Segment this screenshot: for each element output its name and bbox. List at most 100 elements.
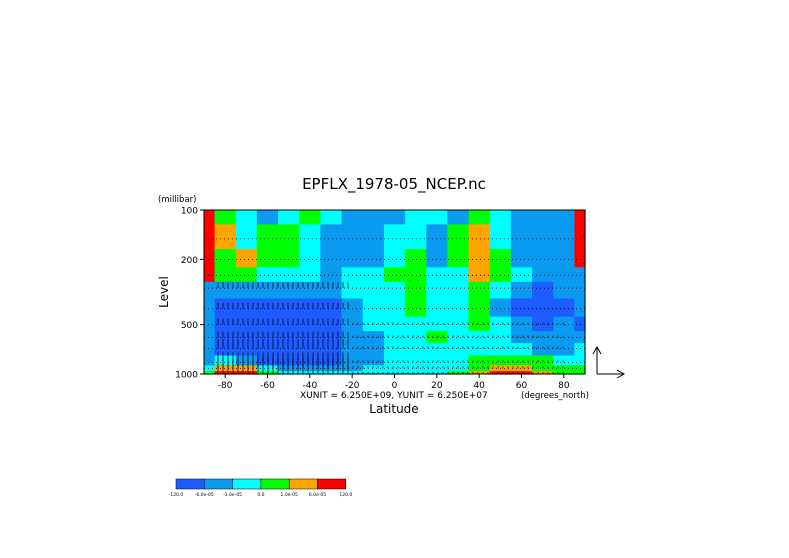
contour-cell xyxy=(532,343,554,357)
contour-cell xyxy=(553,355,576,366)
contour-cell xyxy=(447,365,470,372)
contour-cell xyxy=(278,343,300,357)
contour-cell xyxy=(204,365,216,372)
contour-cell xyxy=(204,316,216,332)
x-axis: -80 -60 -40 -20 0 20 40 60 80 xyxy=(218,374,570,391)
contour-cell xyxy=(214,249,237,268)
contour-cell xyxy=(447,224,470,250)
contour-cell xyxy=(426,355,449,366)
x-tick-label: -60 xyxy=(260,381,275,391)
contour-cell xyxy=(341,267,364,283)
contour-cell xyxy=(383,210,406,225)
contour-cell xyxy=(320,343,343,357)
contour-cell xyxy=(320,371,343,375)
contour-cell xyxy=(468,365,491,372)
colorbar-label: 0.0 xyxy=(257,492,264,498)
contour-cell xyxy=(214,365,237,372)
contour-cell xyxy=(362,267,385,283)
contour-cell xyxy=(510,331,533,344)
contour-cell xyxy=(214,224,237,250)
contour-cell xyxy=(320,331,343,344)
contour-cell xyxy=(278,355,300,366)
y-tick-label: 1000 xyxy=(175,371,198,381)
contour-cell xyxy=(383,267,406,283)
contour-cell xyxy=(204,355,216,366)
contour-cell xyxy=(235,343,258,357)
x-tick-label: -20 xyxy=(345,381,360,391)
contour-cell xyxy=(299,281,322,300)
contour-cell xyxy=(574,371,586,375)
contour-cell xyxy=(426,365,449,372)
contour-cell xyxy=(468,316,491,332)
contour-cell xyxy=(299,343,322,357)
contour-cell xyxy=(510,371,533,375)
colorbar-label: 120.0 xyxy=(339,492,352,498)
y-tick-label: 200 xyxy=(181,256,198,266)
contour-cell xyxy=(320,224,343,250)
contour-cell xyxy=(383,355,406,366)
y-units-label: (millibar) xyxy=(158,195,196,205)
contour-cell xyxy=(278,224,300,250)
contour-cell xyxy=(299,355,322,366)
plot-area xyxy=(203,209,586,375)
contour-cell xyxy=(299,224,322,250)
colorbar-label: -6.0e-05 xyxy=(195,492,214,498)
x-tick-label: 80 xyxy=(558,381,570,391)
colorbar-swatch xyxy=(317,478,347,490)
contour-cell xyxy=(299,331,322,344)
x-axis-label: Latitude xyxy=(369,402,418,416)
contour-cell xyxy=(426,267,449,283)
contour-cell xyxy=(383,371,406,375)
contour-cell xyxy=(510,298,533,318)
contour-cell xyxy=(447,210,470,225)
colorbar-swatch xyxy=(175,478,205,490)
contour-cell xyxy=(256,267,279,283)
contour-cell xyxy=(405,343,427,357)
contour-cell xyxy=(362,331,385,344)
contour-cell xyxy=(574,355,586,366)
contour-cell xyxy=(489,249,512,268)
contour-cell xyxy=(510,249,533,268)
contour-cell xyxy=(204,343,216,357)
contour-cell xyxy=(214,267,237,283)
contour-cell xyxy=(426,281,449,300)
contour-cell xyxy=(468,355,491,366)
chart-title: EPFLX_1978-05_NCEP.nc xyxy=(302,175,486,194)
contour-cell xyxy=(362,210,385,225)
contour-cell xyxy=(235,267,258,283)
contour-cell xyxy=(489,267,512,283)
contour-cell xyxy=(468,249,491,268)
contour-cell xyxy=(510,365,533,372)
contour-cell xyxy=(574,224,586,250)
contour-cell xyxy=(510,316,533,332)
contour-cell xyxy=(235,316,258,332)
contour-cell xyxy=(362,249,385,268)
contour-cell xyxy=(235,298,258,318)
contour-cell xyxy=(553,224,576,250)
contour-cell xyxy=(405,210,427,225)
contour-cell xyxy=(553,210,576,225)
contour-cell xyxy=(299,316,322,332)
contour-cell xyxy=(510,281,533,300)
contour-cell xyxy=(383,281,406,300)
contour-cell xyxy=(510,343,533,357)
contour-cell xyxy=(574,210,586,225)
contour-cell xyxy=(553,281,576,300)
x-tick-label: -80 xyxy=(218,381,233,391)
contour-cell xyxy=(426,316,449,332)
contour-cell xyxy=(204,331,216,344)
contour-cell xyxy=(405,371,427,375)
colorbar-swatch xyxy=(260,478,290,490)
contour-cell xyxy=(532,298,554,318)
contour-cell xyxy=(204,281,216,300)
contour-cell xyxy=(204,267,216,283)
contour-cell xyxy=(299,365,322,372)
contour-cell xyxy=(468,343,491,357)
contour-cell xyxy=(256,224,279,250)
contour-cell xyxy=(362,343,385,357)
contour-cell xyxy=(299,371,322,375)
contour-cell xyxy=(320,316,343,332)
contour-cell xyxy=(235,331,258,344)
y-axis: 100 200 500 1000 xyxy=(175,207,204,381)
contour-cell xyxy=(447,249,470,268)
